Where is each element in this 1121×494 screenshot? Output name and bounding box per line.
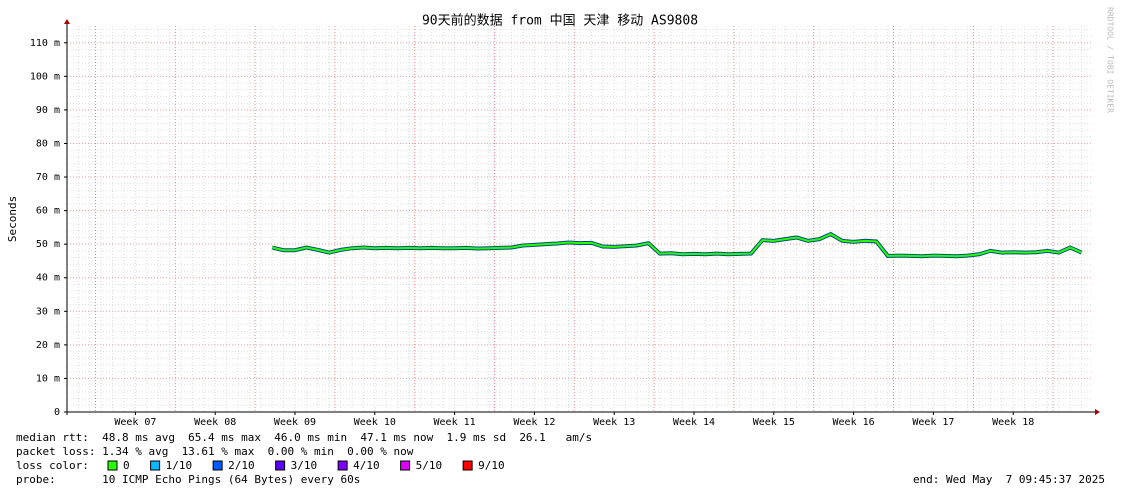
legend-swatch xyxy=(337,460,348,471)
x-tick-label: Week 13 xyxy=(593,417,635,428)
stats-line: median rtt: 48.8 ms avg 65.4 ms max 46.0… xyxy=(16,431,592,444)
legend-label: 4/10 xyxy=(353,459,380,472)
x-tick-label: Week 10 xyxy=(354,417,396,428)
stats-line: packet loss: 1.34 % avg 13.61 % max 0.00… xyxy=(16,445,414,458)
legend-swatch xyxy=(107,460,118,471)
y-tick-label: 50 m xyxy=(36,239,60,250)
y-tick-label: 30 m xyxy=(36,306,60,317)
x-tick-label: Week 09 xyxy=(274,417,316,428)
legend-swatch xyxy=(400,460,411,471)
y-tick-label: 0 xyxy=(54,407,60,418)
watermark: RRDTOOL / TOBI OETIKER xyxy=(1106,7,1115,113)
x-tick-label: Week 12 xyxy=(513,417,555,428)
x-tick-label: Week 16 xyxy=(833,417,875,428)
legend-label: 0 xyxy=(123,459,130,472)
end-time: end: Wed May 7 09:45:37 2025 xyxy=(913,473,1105,486)
axis-arrow xyxy=(64,19,70,24)
x-tick-label: Week 08 xyxy=(194,417,236,428)
y-axis-label: Seconds xyxy=(6,196,19,242)
y-tick-label: 20 m xyxy=(36,340,60,351)
y-tick-label: 60 m xyxy=(36,206,60,217)
legend-swatch xyxy=(150,460,161,471)
y-tick-label: 100 m xyxy=(30,71,60,82)
probe-text: probe: 10 ICMP Echo Pings (64 Bytes) eve… xyxy=(16,473,360,486)
legend-label: 3/10 xyxy=(291,459,318,472)
y-tick-label: 110 m xyxy=(30,38,60,49)
axis-arrow xyxy=(1095,409,1100,415)
y-tick-label: 40 m xyxy=(36,273,60,284)
y-tick-label: 10 m xyxy=(36,373,60,384)
legend-label: 5/10 xyxy=(416,459,443,472)
y-tick-label: 90 m xyxy=(36,105,60,116)
x-tick-label: Week 07 xyxy=(114,417,156,428)
x-tick-label: Week 11 xyxy=(434,417,476,428)
legend-swatch xyxy=(462,460,473,471)
legend-swatch xyxy=(212,460,223,471)
x-tick-label: Week 17 xyxy=(912,417,954,428)
legend-label: 9/10 xyxy=(478,459,505,472)
legend-label: 1/10 xyxy=(166,459,193,472)
legend-swatch xyxy=(275,460,286,471)
x-tick-label: Week 15 xyxy=(753,417,795,428)
chart-title: 90天前的数据 from 中国 天津 移动 AS9808 xyxy=(422,13,698,29)
series-line xyxy=(271,232,1083,258)
legend-label: 2/10 xyxy=(228,459,255,472)
legend-title: loss color: xyxy=(16,459,89,472)
y-tick-label: 80 m xyxy=(36,138,60,149)
x-tick-label: Week 14 xyxy=(673,417,715,428)
y-tick-label: 70 m xyxy=(36,172,60,183)
x-tick-label: Week 18 xyxy=(992,417,1034,428)
